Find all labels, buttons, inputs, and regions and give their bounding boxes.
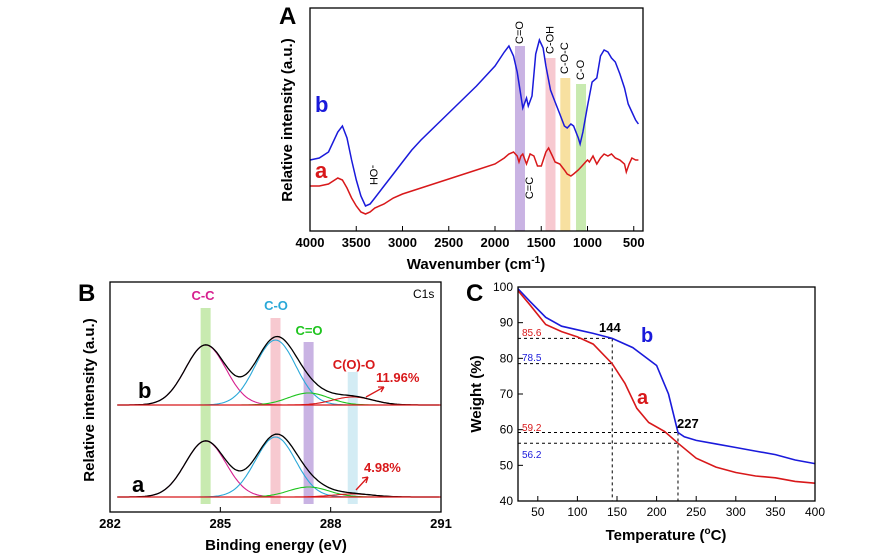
envelope-b bbox=[117, 335, 440, 406]
panel-a-ticks: 4000 3500 3000 2500 2000 1500 1000 500 bbox=[296, 226, 645, 250]
x-tick-label: 400 bbox=[805, 505, 825, 519]
label-co: C-O bbox=[264, 298, 288, 313]
x-tick-label: 3500 bbox=[342, 235, 371, 250]
band-2 bbox=[303, 342, 314, 504]
series-label-b-c: b bbox=[641, 325, 653, 347]
label-cc: C-C bbox=[191, 288, 215, 303]
arrow-b bbox=[365, 386, 385, 398]
panel-b-xlabel: Binding energy (eV) bbox=[205, 537, 347, 554]
band-label: C-O-C bbox=[559, 42, 571, 74]
panel-a-ylabel: Relative intensity (a.u.) bbox=[279, 38, 296, 201]
y-tick-label: 90 bbox=[500, 316, 514, 330]
series-label-a-c: a bbox=[637, 387, 649, 409]
panel-b-tag: C1s bbox=[413, 287, 434, 301]
percent-a: 4.98% bbox=[364, 460, 401, 475]
x-tick-label: 200 bbox=[647, 505, 667, 519]
label-coo: C(O)-O bbox=[333, 357, 376, 372]
x-tick-label: 250 bbox=[686, 505, 706, 519]
panel-c-letter: C bbox=[466, 280, 483, 307]
band-label: C-OH bbox=[544, 26, 556, 54]
panel-a-frame bbox=[309, 7, 644, 232]
x-tick-label: 50 bbox=[531, 505, 545, 519]
x-tick-label: 2500 bbox=[434, 235, 463, 250]
annotation-oh: -OH bbox=[367, 165, 379, 185]
annotation-144: 144 bbox=[599, 320, 621, 335]
panel-b-ticks: 282 285 288 291 bbox=[99, 507, 452, 531]
x-tick-label: 500 bbox=[623, 235, 645, 250]
x-tick-label: 291 bbox=[430, 516, 452, 531]
label-c-eq-o: C=O bbox=[295, 323, 322, 338]
x-tick-label: 285 bbox=[209, 516, 231, 531]
x-tick-label: 150 bbox=[607, 505, 627, 519]
x-tick-label: 4000 bbox=[296, 235, 325, 250]
x-tick-label: 2000 bbox=[481, 235, 510, 250]
band-c-o bbox=[514, 46, 525, 231]
panel-b-letter: B bbox=[78, 280, 95, 307]
annotation-59-2: 59.2 bbox=[522, 423, 542, 434]
y-tick-label: 40 bbox=[500, 494, 514, 508]
series-a-line bbox=[517, 290, 816, 484]
band-label: C-O bbox=[575, 59, 587, 80]
x-tick-label: 3000 bbox=[388, 235, 417, 250]
panel-a: A C=O C-OHC-O-C C-O 4000 3500 3000 2500 2000 15… bbox=[279, 3, 645, 273]
x-tick-label: 1500 bbox=[527, 235, 556, 250]
x-tick-label: 350 bbox=[765, 505, 785, 519]
series-label-b-a: b bbox=[315, 92, 328, 117]
band-c-o bbox=[576, 84, 587, 231]
panel-a-xlabel: Wavenumber (cm-1) bbox=[407, 255, 545, 273]
panel-b-plot bbox=[117, 335, 441, 498]
band-1 bbox=[270, 318, 281, 504]
y-tick-label: 70 bbox=[500, 387, 514, 401]
x-tick-label: 300 bbox=[726, 505, 746, 519]
x-tick-label: 100 bbox=[567, 505, 587, 519]
y-tick-label: 50 bbox=[500, 458, 514, 472]
percent-b: 11.96% bbox=[376, 370, 420, 385]
y-tick-label: 60 bbox=[500, 423, 514, 437]
panel-c-reference-lines bbox=[518, 337, 679, 501]
x-tick-label: 282 bbox=[99, 516, 121, 531]
annotation-78-5: 78.5 bbox=[522, 353, 542, 364]
arrow-a bbox=[355, 476, 369, 491]
y-tick-label: 100 bbox=[493, 280, 513, 294]
series-label-a-a: a bbox=[315, 158, 328, 183]
panel-b-frame bbox=[109, 281, 442, 513]
annotation-227: 227 bbox=[677, 416, 699, 431]
panel-c-ylabel: Weight (%) bbox=[468, 355, 485, 432]
panel-c-ticks: 50 100 150 200 250 300 350 400 40 50 60 70 80 90 100 bbox=[493, 280, 825, 519]
x-tick-label: 1000 bbox=[573, 235, 602, 250]
band-c-oh bbox=[545, 58, 556, 231]
series-label-b-b: b bbox=[138, 378, 151, 403]
panel-c-plot bbox=[517, 288, 816, 484]
panel-c-frame bbox=[517, 286, 816, 502]
y-tick-label: 80 bbox=[500, 351, 514, 365]
series-label-a-b: a bbox=[132, 472, 145, 497]
panel-b: B 282 285 288 291 Relative intensity (a.u.)… bbox=[78, 280, 452, 554]
series-b-line bbox=[517, 288, 816, 465]
panel-a-bands: C=O C-OHC-O-C C-O bbox=[514, 21, 587, 231]
series-a-line bbox=[310, 146, 639, 215]
panel-c-xlabel: Temperature (oC) bbox=[606, 526, 727, 544]
band-label: C=O bbox=[514, 21, 526, 44]
panel-a-plot bbox=[309, 37, 640, 215]
panel-b-ylabel: Relative intensity (a.u.) bbox=[81, 318, 98, 481]
panel-c: C 50 100 150 200 250 300 350 400 40 50 60 70 80 90 100… bbox=[466, 280, 825, 544]
panel-b-bands bbox=[200, 308, 358, 504]
band-0 bbox=[200, 308, 211, 504]
x-tick-label: 288 bbox=[320, 516, 342, 531]
band-c-o-c bbox=[560, 78, 571, 231]
panel-a-letter: A bbox=[279, 3, 296, 30]
band-3 bbox=[347, 372, 358, 504]
annotation-56-2: 56.2 bbox=[522, 450, 542, 461]
annotation-85-6: 85.6 bbox=[522, 328, 542, 339]
annotation-cc: C=C bbox=[524, 177, 536, 199]
series-b-line bbox=[309, 37, 640, 207]
envelope-a bbox=[117, 433, 440, 498]
